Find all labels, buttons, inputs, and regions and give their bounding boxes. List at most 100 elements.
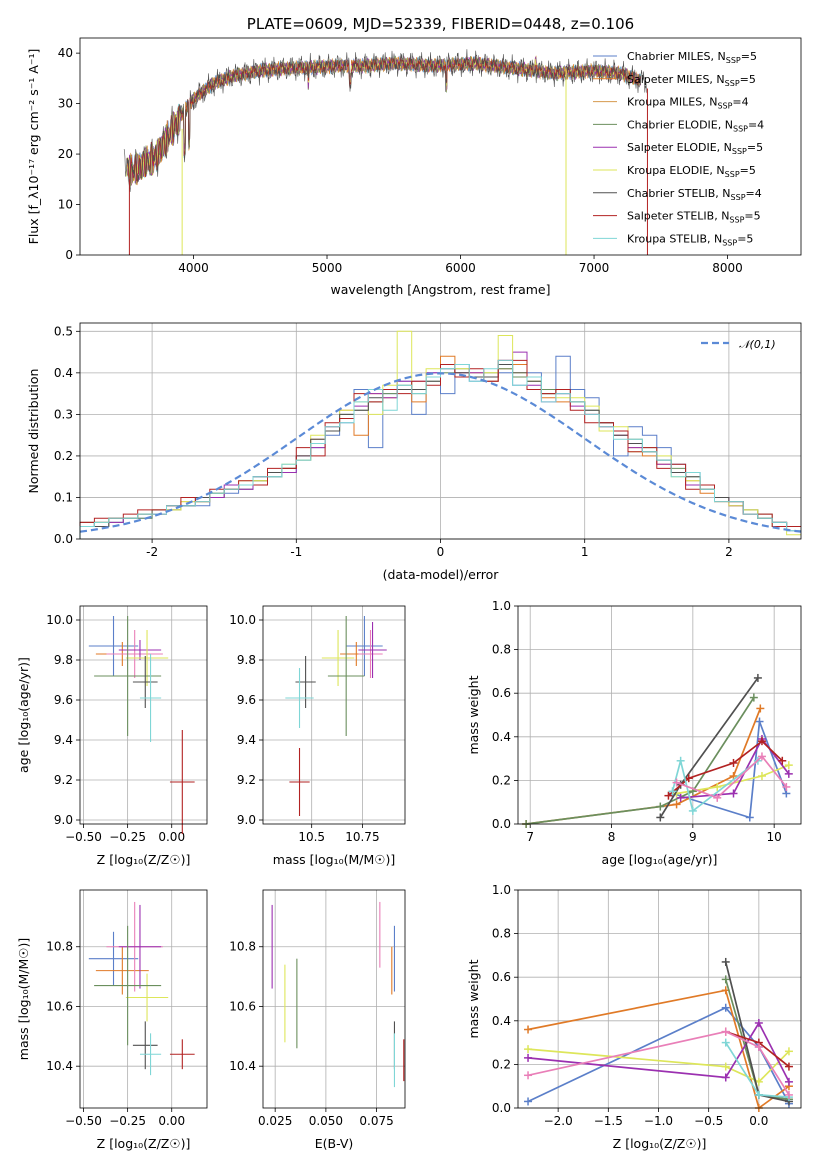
mass_vs_ebv-frame <box>262 889 406 1109</box>
spectrum-frame <box>79 37 802 256</box>
axes-mass_vs_ebv <box>259 890 405 1112</box>
x-tick-label: 5000 <box>312 261 343 275</box>
spectrum-series-7 <box>126 55 641 186</box>
y-tick-label: 9.4 <box>237 733 256 747</box>
y-tick-label: 9.2 <box>54 773 73 787</box>
y-tick-label: 0.6 <box>492 686 511 700</box>
x-tick-label: 6000 <box>445 261 476 275</box>
y-axis-label: mass [log₁₀(M/M☉)] <box>16 938 31 1060</box>
y-tick-label: 0.8 <box>492 927 511 941</box>
y-tick-label: 0.0 <box>492 817 511 831</box>
y-tick-label: 9.0 <box>54 813 73 827</box>
y-axis-label: age [log₁₀(age/yr)] <box>16 657 31 773</box>
x-axis-label: Z [log₁₀(Z/Z☉)] <box>97 852 191 867</box>
x-tick-label: 7 <box>526 830 534 844</box>
y-tick-label: 0.3 <box>54 407 73 421</box>
legend-label: Salpeter ELODIE, NSSP=5 <box>627 141 763 156</box>
y-tick-label: 0.4 <box>492 730 511 744</box>
y-tick-label: 40 <box>58 46 73 60</box>
x-tick-label: 10 <box>767 830 782 844</box>
y-tick-label: 10.6 <box>46 999 73 1013</box>
x-tick-label: −0.50 <box>65 830 102 844</box>
x-tick-label: −0.50 <box>65 1114 102 1128</box>
y-tick-label: 9.6 <box>54 693 73 707</box>
y-tick-label: 0.0 <box>54 532 73 546</box>
y-tick-label: 0.6 <box>492 970 511 984</box>
y-tick-label: 10.0 <box>229 613 256 627</box>
weight-line-3 <box>525 697 755 825</box>
x-tick-label: 0.00 <box>158 1114 185 1128</box>
legend-label: Salpeter MILES, NSSP=5 <box>627 73 756 88</box>
y-axis-label: Flux [f_λ10⁻¹⁷ erg cm⁻² s⁻¹ A⁻¹] <box>26 49 41 245</box>
axes-age_vs_mass <box>259 606 405 828</box>
x-tick-label: −0.25 <box>109 830 146 844</box>
x-tick-label: 8 <box>608 830 616 844</box>
legend-label: Kroupa MILES, NSSP=4 <box>627 96 749 111</box>
legend-label: Salpeter STELIB, NSSP=5 <box>627 210 761 225</box>
x-axis-label: Z [log₁₀(Z/Z☉)] <box>613 1136 707 1151</box>
spectrum-series-6 <box>123 49 648 192</box>
weight-line-6 <box>667 740 783 797</box>
legend-label: Chabrier MILES, NSSP=5 <box>627 50 757 65</box>
x-axis-label: E(B-V) <box>315 1136 354 1151</box>
residuals-frame <box>79 322 802 540</box>
y-tick-label: 10.8 <box>229 940 256 954</box>
weight-line-5 <box>659 677 759 818</box>
y-tick-label: 10.8 <box>46 940 73 954</box>
x-tick-label: −1.0 <box>644 1114 673 1128</box>
x-axis-label: Z [log₁₀(Z/Z☉)] <box>97 1136 191 1151</box>
y-tick-label: 10.0 <box>46 613 73 627</box>
y-tick-label: 0.1 <box>54 490 73 504</box>
x-tick-label: 10.5 <box>298 830 325 844</box>
y-tick-label: 0.2 <box>492 773 511 787</box>
axes-age_vs_Z <box>76 606 207 828</box>
weight-line-8 <box>676 755 788 799</box>
axes-residuals <box>76 323 801 543</box>
x-tick-label: 0.050 <box>309 1114 343 1128</box>
y-tick-label: 0.4 <box>492 1014 511 1028</box>
x-tick-label: −2.0 <box>544 1114 573 1128</box>
y-axis-label: mass weight <box>466 959 481 1038</box>
histogram-series-7 <box>79 359 801 539</box>
y-axis-label: mass weight <box>466 675 481 754</box>
y-tick-label: 0.0 <box>492 1101 511 1115</box>
y-tick-label: 1.0 <box>492 599 511 613</box>
x-tick-label: 7000 <box>579 261 610 275</box>
age_vs_mass-frame <box>262 605 406 825</box>
weight-line-8 <box>527 1030 790 1096</box>
axes-spectrum <box>76 52 728 259</box>
axes-weight_vs_age <box>514 605 801 828</box>
x-tick-label: −0.5 <box>694 1114 723 1128</box>
legend-label: Kroupa STELIB, NSSP=5 <box>627 232 753 247</box>
y-tick-label: 10.4 <box>229 1059 256 1073</box>
x-tick-label: 0.00 <box>158 830 185 844</box>
x-tick-label: 0.075 <box>359 1114 393 1128</box>
y-tick-label: 0.8 <box>492 643 511 657</box>
x-tick-label: 8000 <box>712 261 743 275</box>
weight-line-4 <box>680 737 790 799</box>
x-tick-label: -2 <box>146 545 158 559</box>
x-tick-label: 1 <box>581 545 589 559</box>
weight_vs_age-frame <box>517 605 802 825</box>
x-axis-label: wavelength [Angstrom, rest frame] <box>330 282 550 297</box>
weight-line-4 <box>527 1021 790 1083</box>
x-tick-label: 4000 <box>178 261 209 275</box>
y-tick-label: 9.2 <box>237 773 256 787</box>
age_vs_Z-frame <box>79 605 208 825</box>
x-tick-label: −1.5 <box>594 1114 623 1128</box>
y-tick-label: 9.0 <box>237 813 256 827</box>
legend-label: 𝒩(0,1) <box>739 338 776 351</box>
y-tick-label: 0.5 <box>54 324 73 338</box>
x-tick-label: −0.25 <box>109 1114 146 1128</box>
legend-label: Chabrier ELODIE, NSSP=4 <box>627 118 764 133</box>
x-tick-label: 0 <box>437 545 445 559</box>
x-tick-label: 2 <box>725 545 733 559</box>
y-tick-label: 30 <box>58 97 73 111</box>
weight_vs_Z-frame <box>517 889 802 1109</box>
x-axis-label: mass [log₁₀(M/M☉)] <box>273 852 395 867</box>
x-axis-label: age [log₁₀(age/yr)] <box>602 852 718 867</box>
x-axis-label: (data-model)/error <box>383 567 500 582</box>
y-tick-label: 0 <box>65 248 73 262</box>
weight-line-2 <box>527 1048 790 1083</box>
